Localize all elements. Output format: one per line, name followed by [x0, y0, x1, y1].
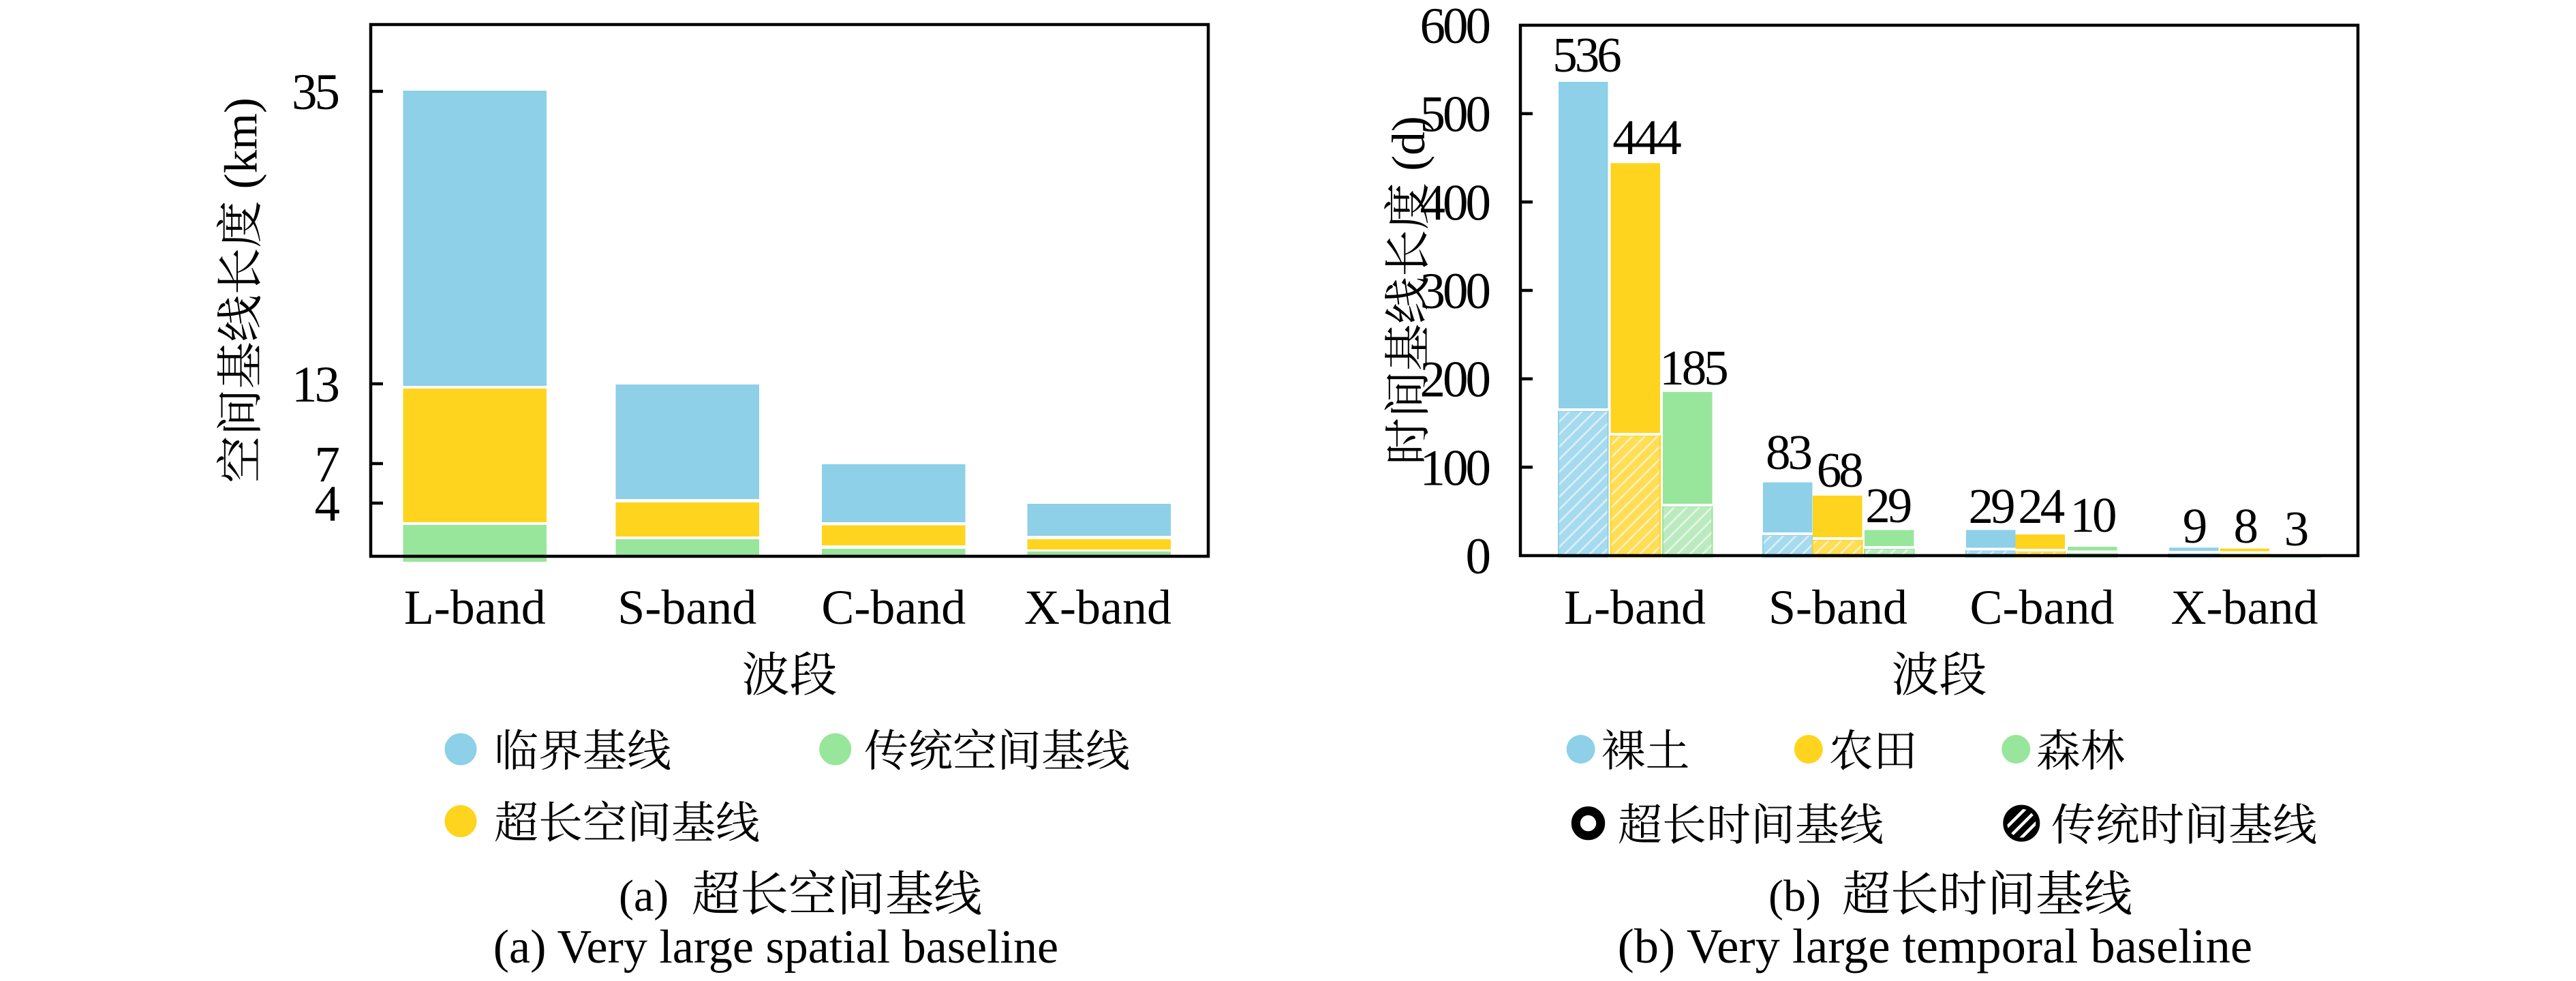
- svg-text:8: 8: [2234, 498, 2257, 554]
- svg-text:444: 444: [1612, 110, 1681, 165]
- svg-text:35: 35: [292, 64, 339, 121]
- svg-text:83: 83: [1766, 425, 1811, 480]
- svg-text:0: 0: [1466, 528, 1490, 585]
- svg-text:S-band: S-band: [1768, 580, 1907, 635]
- svg-text:13: 13: [292, 357, 339, 413]
- svg-text:(b): (b): [1768, 871, 1821, 921]
- svg-text:3: 3: [2284, 501, 2307, 556]
- svg-text:L-band: L-band: [404, 580, 546, 635]
- svg-text:(b) Very large temporal baseli: (b) Very large temporal baseline: [1618, 918, 2252, 974]
- svg-text:600: 600: [1420, 0, 1490, 55]
- svg-text:185: 185: [1659, 340, 1727, 395]
- svg-text:(d): (d): [1383, 116, 1435, 183]
- svg-text:L-band: L-band: [1564, 580, 1706, 635]
- svg-text:(a): (a): [619, 871, 669, 921]
- svg-text:(a) Very large spatial baselin: (a) Very large spatial baseline: [493, 921, 1058, 974]
- svg-text:400: 400: [1420, 175, 1490, 231]
- svg-text:9: 9: [2183, 498, 2206, 554]
- svg-text:200: 200: [1420, 352, 1490, 408]
- svg-text:100: 100: [1420, 440, 1490, 496]
- svg-text:C-band: C-band: [1970, 580, 2115, 635]
- svg-text:300: 300: [1420, 263, 1490, 320]
- svg-text:10: 10: [2070, 487, 2116, 543]
- svg-text:(km): (km): [215, 97, 267, 200]
- svg-text:536: 536: [1552, 27, 1621, 82]
- svg-text:29: 29: [1969, 479, 2014, 534]
- svg-text:68: 68: [1817, 442, 1862, 498]
- svg-text:500: 500: [1420, 87, 1490, 143]
- svg-text:X-band: X-band: [1024, 580, 1171, 635]
- svg-text:4: 4: [315, 476, 340, 532]
- svg-text:S-band: S-band: [617, 580, 756, 635]
- svg-text:C-band: C-band: [821, 580, 966, 635]
- svg-text:X-band: X-band: [2171, 580, 2318, 635]
- svg-text:7: 7: [315, 436, 339, 493]
- svg-text:24: 24: [2018, 479, 2065, 534]
- svg-text:29: 29: [1865, 478, 1911, 533]
